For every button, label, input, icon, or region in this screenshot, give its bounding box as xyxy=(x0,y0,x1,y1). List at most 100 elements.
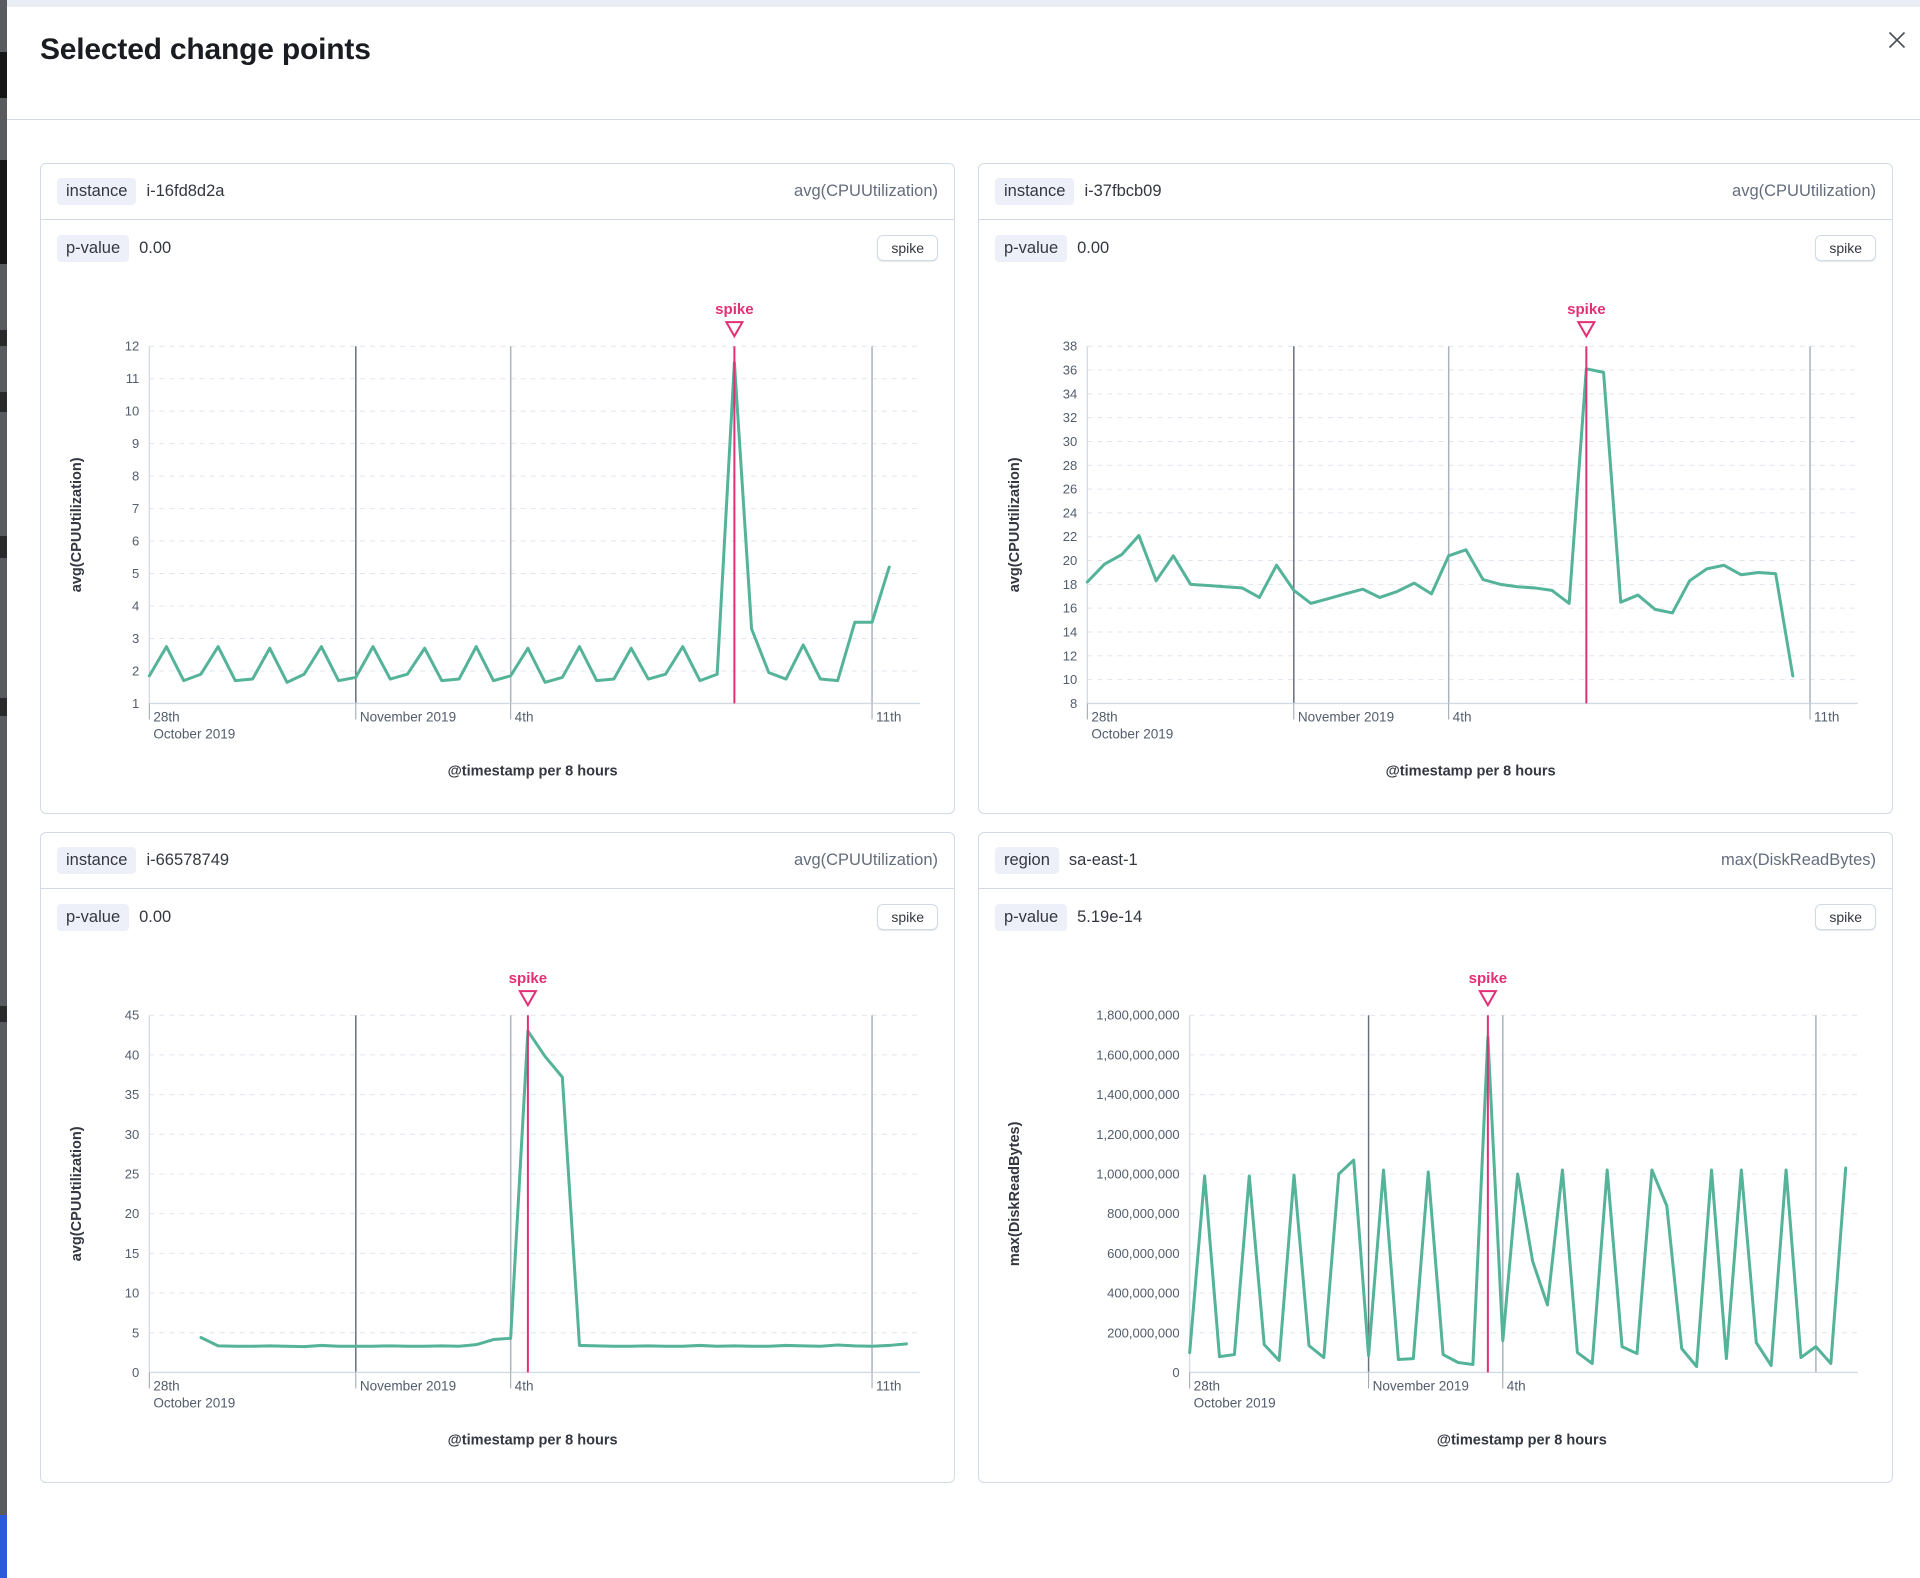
background-text-artifact xyxy=(0,1006,7,1022)
y-tick-label: 15 xyxy=(125,1246,140,1261)
y-tick-label: 5 xyxy=(132,566,139,581)
y-tick-label: 20 xyxy=(1063,553,1078,568)
y-tick-label: 32 xyxy=(1063,410,1078,425)
y-tick-label: 1 xyxy=(132,696,139,711)
x-tick-label: 11th xyxy=(876,709,901,724)
chart-svg: 0 5 10 15 20 25 30 35 40 45 28th October 2019 Novemb… xyxy=(69,970,920,1449)
card-header-row: instance i-16fd8d2a avg(CPUUtilization) xyxy=(41,164,954,220)
y-tick-label: 1,000,000,000 xyxy=(1096,1166,1179,1181)
chart-svg: 0 200,000,000 400,000,000 600,000,000 800,00… xyxy=(1007,970,1858,1449)
x-tick-sublabel: October 2019 xyxy=(1194,1396,1276,1411)
field-name-badge: instance xyxy=(57,178,137,205)
x-tick-label: 4th xyxy=(1507,1378,1526,1393)
field-name-badge: instance xyxy=(57,847,137,874)
overlay-mask-edge xyxy=(7,0,1920,7)
field-value: i-37fbcb09 xyxy=(1084,182,1162,200)
y-tick-label: 12 xyxy=(125,339,140,354)
card-pvalue-row: p-value 0.00 spike xyxy=(41,220,954,276)
y-tick-label: 1,200,000,000 xyxy=(1096,1127,1179,1142)
y-tick-label: 8 xyxy=(132,469,139,484)
y-tick-label: 12 xyxy=(1063,648,1078,663)
card-pvalue-row: p-value 0.00 spike xyxy=(41,889,954,945)
background-text-artifact xyxy=(0,52,7,98)
spike-annotation-label: spike xyxy=(1567,301,1605,318)
x-tick-label: November 2019 xyxy=(1373,1378,1469,1393)
x-tick-label: 28th xyxy=(1194,1378,1220,1393)
close-button[interactable] xyxy=(1880,23,1914,57)
flyout-header: Selected change points xyxy=(7,7,1920,120)
y-tick-label: 3 xyxy=(132,631,139,646)
y-tick-label: 20 xyxy=(125,1206,140,1221)
change-point-chart: 1 2 3 4 5 6 7 8 9 10 11 12 28th October 2019 November … xyxy=(41,276,954,794)
change-type-badge: spike xyxy=(1815,904,1876,930)
x-tick-label: 11th xyxy=(876,1378,901,1393)
y-tick-label: 24 xyxy=(1063,505,1078,520)
y-tick-label: 30 xyxy=(125,1127,140,1142)
y-tick-label: 34 xyxy=(1063,386,1078,401)
x-tick-label: November 2019 xyxy=(360,1378,456,1393)
y-tick-label: 1,800,000,000 xyxy=(1096,1008,1179,1023)
background-text-artifact xyxy=(0,536,7,558)
y-tick-label: 2 xyxy=(132,663,139,678)
p-value: 0.00 xyxy=(139,907,172,926)
card-header-row: region sa-east-1 max(DiskReadBytes) xyxy=(979,833,1892,889)
x-tick-label: November 2019 xyxy=(360,709,456,724)
metric-line xyxy=(147,360,891,684)
x-axis-title: @timestamp per 8 hours xyxy=(448,1433,618,1449)
y-tick-label: 7 xyxy=(132,501,139,516)
background-text-artifact xyxy=(0,392,7,412)
y-tick-label: 45 xyxy=(125,1008,140,1023)
y-tick-label: 0 xyxy=(132,1365,139,1380)
y-tick-label: 9 xyxy=(132,436,139,451)
y-tick-label: 400,000,000 xyxy=(1107,1286,1179,1301)
change-points-grid: instance i-16fd8d2a avg(CPUUtilization) … xyxy=(40,163,1893,1483)
field-value: i-66578749 xyxy=(146,851,230,869)
change-type-badge: spike xyxy=(1815,235,1876,261)
y-axis-title: max(DiskReadBytes) xyxy=(1007,1121,1023,1266)
card-header-row: instance i-66578749 avg(CPUUtilization) xyxy=(41,833,954,889)
x-tick-label: 4th xyxy=(1453,709,1472,724)
metric-line xyxy=(1188,1035,1848,1369)
change-point-chart: 0 5 10 15 20 25 30 35 40 45 28th October 2019 Novemb… xyxy=(41,945,954,1463)
y-tick-label: 16 xyxy=(1063,601,1078,616)
y-tick-label: 8 xyxy=(1070,696,1077,711)
y-tick-label: 800,000,000 xyxy=(1107,1206,1179,1221)
field-name-badge: region xyxy=(995,847,1059,874)
metric-label: max(DiskReadBytes) xyxy=(1721,851,1876,869)
p-value-badge: p-value xyxy=(995,903,1068,931)
y-tick-label: 5 xyxy=(132,1325,139,1340)
y-tick-label: 10 xyxy=(125,1286,140,1301)
y-tick-label: 10 xyxy=(1063,672,1078,687)
y-axis-title: avg(CPUUtilization) xyxy=(1007,457,1023,592)
x-tick-label: 28th xyxy=(1091,709,1117,724)
y-tick-label: 18 xyxy=(1063,577,1078,592)
y-tick-label: 40 xyxy=(125,1047,140,1062)
card-header-row: instance i-37fbcb09 avg(CPUUtilization) xyxy=(979,164,1892,220)
y-tick-label: 600,000,000 xyxy=(1107,1246,1179,1261)
background-text-artifact xyxy=(0,698,7,716)
y-axis-title: avg(CPUUtilization) xyxy=(69,457,85,592)
change-points-flyout: Selected change points instance i-16fd8d… xyxy=(7,7,1920,1578)
change-point-chart: 8 10 12 14 16 18 20 22 24 26 28 30 32 34 36 38 28th Octob… xyxy=(979,276,1892,794)
y-tick-label: 30 xyxy=(1063,434,1078,449)
spike-annotation-marker xyxy=(1478,990,1498,1008)
background-text-artifact xyxy=(0,160,7,264)
y-tick-label: 36 xyxy=(1063,363,1078,378)
card-pvalue-row: p-value 0.00 spike xyxy=(979,220,1892,276)
y-axis-title: avg(CPUUtilization) xyxy=(69,1126,85,1261)
y-tick-label: 4 xyxy=(132,599,139,614)
change-type-badge: spike xyxy=(877,904,938,930)
y-tick-label: 11 xyxy=(126,371,140,386)
y-tick-label: 10 xyxy=(125,404,140,419)
y-tick-label: 35 xyxy=(125,1087,140,1102)
y-tick-label: 0 xyxy=(1172,1365,1179,1380)
y-tick-label: 25 xyxy=(125,1166,140,1181)
metric-label: avg(CPUUtilization) xyxy=(1732,182,1876,200)
metric-label: avg(CPUUtilization) xyxy=(794,182,938,200)
page-title: Selected change points xyxy=(40,33,371,66)
close-icon xyxy=(1888,31,1906,49)
y-tick-label: 6 xyxy=(132,534,139,549)
x-tick-label: November 2019 xyxy=(1298,709,1394,724)
spike-annotation-label: spike xyxy=(509,970,547,987)
